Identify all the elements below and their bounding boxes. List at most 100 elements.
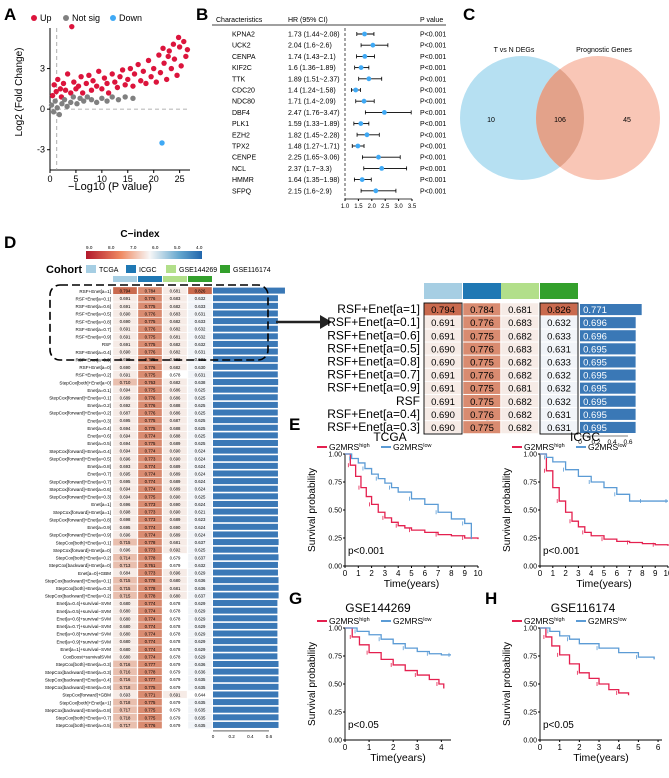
zoom-heatmap-value: 0.682 [508,423,532,434]
heatmap-cell-value: 0.774 [145,487,156,492]
mean-cindex-bar [213,660,279,667]
mean-cindex-bar [213,638,278,645]
heatmap-cell [137,385,163,394]
heatmap-cell-value: 0.773 [145,517,156,522]
mean-cindex-bar [213,546,279,553]
heatmap-cell [137,515,163,523]
heatmap-cell [112,629,138,638]
volcano-point [51,82,57,88]
zoom-mean-bar [580,369,636,381]
cohort-swatch-tcga [86,265,96,273]
zoom-heatmap-value: 0.632 [547,384,571,395]
model-name: Enet[a=0.2] [87,403,111,408]
mean-cindex-bar [213,569,278,576]
model-name: StepCox[backward]+Enet[a=0.1] [45,578,111,583]
heatmap-cell-value: 0.696 [120,502,131,507]
zoom-heatmap-cell [462,420,501,434]
heatmap-cell [162,629,188,638]
heatmap-cell [187,424,213,432]
forest-hr-text: 2.04 (1.6~2.6) [288,43,332,50]
heatmap-cell-value: 0.678 [170,654,181,659]
volcano-point [114,84,121,91]
forest-hr-point [359,177,365,183]
legend-down-label: Down [119,13,142,23]
heatmap-cell-value: 0.629 [195,639,206,644]
model-name: StepCox[backward]+Enet[a=0.2] [45,594,111,599]
volcano-point [61,96,68,103]
volcano-point [122,94,128,100]
heatmap-cell-value: 0.710 [120,380,131,385]
heatmap-cell-value: 0.691 [170,692,181,697]
heatmap-cell [137,454,163,463]
mean-cindex-bar [213,721,279,728]
heatmap-cell [187,363,213,371]
km-curve-low [345,627,451,656]
forest-hr-text: 1.6 (1.36~1.89) [288,65,336,72]
heatmap-cell [112,309,138,318]
heatmap-cell [187,622,213,630]
heatmap-cell [112,576,138,584]
forest-p-value: P<0.001 [420,144,446,151]
km-title: GSE116174 [551,601,616,615]
km-x-tick: 0 [343,569,348,578]
volcano-point [83,80,89,87]
forest-hr-point [381,110,387,115]
volcano-point [122,82,128,88]
mean-cindex-bar [213,622,278,629]
zoom-heatmap-cell [500,420,539,434]
heatmap-cell-value: 0.680 [120,609,131,614]
heatmap-cell-value: 0.696 [170,571,181,576]
model-name: Enet[a=0.6]+survival−SVM [56,616,111,621]
km-y-tick: 1.00 [523,452,537,459]
volcano-point [81,98,87,104]
heatmap-cell [162,370,188,379]
volcano-point [109,71,115,77]
km-y-tick: 0.50 [328,682,342,689]
heatmap-cell [187,469,213,478]
model-name: Enet[a=0.8] [87,464,111,469]
volcano-point [68,90,74,96]
volcano-point [75,83,82,89]
heatmap-cell-value: 0.691 [120,304,131,309]
heatmap-cell-value: 0.679 [170,677,181,682]
km-y-tick: 0.25 [523,710,537,717]
forest-rows: KPNA2 1.73 (1.44~2.08) P<0.001 UCK2 2.04 (1.… [232,28,446,210]
heatmap-cell [187,492,213,501]
heatmap-cell [187,561,213,569]
heatmap-cell-value: 0.625 [195,418,206,423]
model-name: Enet[a=0]+GBM [78,571,111,576]
heatmap-cell-value: 0.684 [120,571,131,576]
km-title: ICGC [570,430,600,444]
heatmap-cell-value: 0.775 [145,494,156,499]
heatmap-cell-value: 0.688 [170,426,181,431]
heatmap-cell [112,393,138,402]
zoom-heatmap-value: 0.691 [431,318,455,329]
heatmap-cell [162,698,188,706]
heatmap-cell [137,553,163,562]
mean-cindex-bar [213,714,279,721]
forest-p-value: P<0.001 [420,54,446,61]
heatmap-cell [112,446,138,455]
heatmap-cell [112,523,138,531]
heatmap-cell [137,538,163,546]
model-name: StepCox[backward]+Enet[a=0.4] [45,677,111,682]
forest-p-value: P<0.001 [420,110,446,117]
heatmap-cell-value: 0.690 [170,456,181,461]
heatmap-cell [187,317,213,325]
heatmap-cell [137,302,163,310]
volcano-point [138,78,144,84]
heatmap-cell [162,363,188,371]
heatmap-cell-value: 0.778 [145,555,156,560]
heatmap-cell-value: 0.777 [145,662,156,667]
zoom-heatmap-value: 0.776 [470,410,494,421]
zoom-heatmap-cell [500,328,539,343]
zoom-mean-bar [580,330,636,342]
model-name: RSF+Enet[a=0.4] [76,350,112,355]
heatmap-cell-value: 0.683 [170,296,181,301]
heatmap-cell-value: 0.775 [145,441,156,446]
km-legend-low-label: G2MRSlow [588,616,627,626]
km-legend-high-label: G2MRShigh [524,616,565,626]
forest-hr-point [358,65,364,70]
